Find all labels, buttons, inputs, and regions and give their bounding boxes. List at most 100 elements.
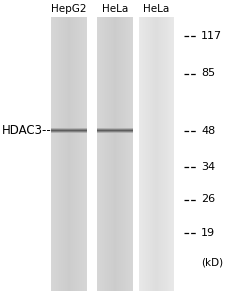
Bar [147, 16, 148, 291]
Bar [51, 129, 87, 130]
Bar [116, 16, 117, 291]
Bar [97, 128, 132, 129]
Bar [74, 16, 75, 291]
Bar [169, 16, 170, 291]
Bar [110, 16, 111, 291]
Bar [101, 16, 102, 291]
Bar [51, 132, 87, 133]
Bar [97, 130, 132, 131]
Bar [119, 16, 120, 291]
Bar [97, 129, 132, 130]
Text: 19: 19 [200, 227, 214, 238]
Bar [51, 128, 87, 129]
Bar [101, 16, 102, 291]
Bar [97, 131, 132, 132]
Bar [68, 16, 69, 291]
Bar [149, 16, 150, 291]
Bar [109, 16, 110, 291]
Bar [104, 16, 105, 291]
Bar [159, 16, 160, 291]
Bar [118, 16, 119, 291]
Bar [69, 16, 70, 291]
Bar [66, 16, 67, 291]
Bar [132, 16, 133, 291]
Bar [69, 16, 70, 291]
Text: HepG2: HepG2 [51, 4, 86, 14]
Bar [150, 16, 151, 291]
Bar [51, 129, 87, 130]
Bar [98, 16, 99, 291]
Bar [117, 16, 118, 291]
Bar [56, 16, 57, 291]
Bar [126, 16, 127, 291]
Bar [104, 16, 105, 291]
Bar [140, 16, 141, 291]
Bar [75, 16, 76, 291]
Bar [140, 16, 141, 291]
Bar [51, 130, 87, 131]
Bar [60, 16, 61, 291]
Bar [77, 16, 78, 291]
Bar [51, 128, 87, 129]
Bar [85, 16, 86, 291]
Bar [157, 16, 158, 291]
Bar [145, 16, 146, 291]
Bar [66, 16, 67, 291]
Bar [149, 16, 150, 291]
Bar [164, 16, 165, 291]
Bar [130, 16, 131, 291]
Bar [170, 16, 171, 291]
Bar [114, 16, 115, 291]
Bar [76, 16, 77, 291]
Bar [124, 16, 125, 291]
Bar [121, 16, 122, 291]
Bar [53, 16, 54, 291]
Bar [64, 16, 65, 291]
Bar [165, 16, 166, 291]
Bar [51, 131, 87, 132]
Bar [83, 16, 84, 291]
Bar [99, 16, 100, 291]
Bar [144, 16, 145, 291]
Bar [120, 16, 121, 291]
Bar [127, 16, 128, 291]
Bar [51, 128, 87, 129]
Bar [110, 16, 111, 291]
Bar [58, 16, 59, 291]
Bar [111, 16, 112, 291]
Bar [108, 16, 109, 291]
Bar [98, 16, 99, 291]
Bar [106, 16, 107, 291]
Bar [62, 16, 63, 291]
Bar [146, 16, 147, 291]
Bar [162, 16, 163, 291]
Text: HeLa: HeLa [143, 4, 169, 14]
Bar [173, 16, 174, 291]
Bar [158, 16, 159, 291]
Bar [114, 16, 115, 291]
Bar [61, 16, 62, 291]
Bar [143, 16, 144, 291]
Bar [59, 16, 60, 291]
Bar [102, 16, 103, 291]
Bar [131, 16, 132, 291]
Bar [122, 16, 123, 291]
Bar [103, 16, 104, 291]
Bar [153, 16, 154, 291]
Bar [57, 16, 58, 291]
Bar [84, 16, 85, 291]
Bar [63, 16, 64, 291]
Bar [129, 16, 130, 291]
Bar [97, 129, 132, 130]
Bar [139, 16, 140, 291]
Bar [167, 16, 168, 291]
Bar [82, 16, 83, 291]
Bar [117, 16, 118, 291]
Bar [143, 16, 144, 291]
Bar [70, 16, 71, 291]
Bar [97, 133, 132, 134]
Bar [123, 16, 124, 291]
Bar [123, 16, 124, 291]
Bar [80, 16, 81, 291]
Bar [148, 16, 149, 291]
